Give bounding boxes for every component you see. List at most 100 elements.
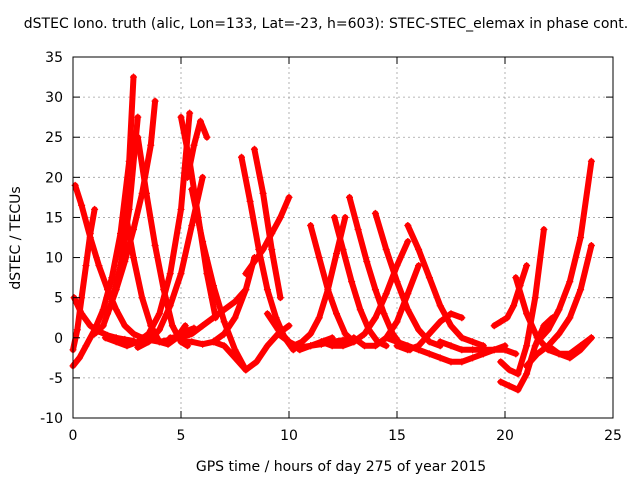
data-point — [268, 229, 276, 237]
data-point — [497, 378, 505, 386]
data-series — [497, 314, 557, 394]
data-series — [289, 213, 349, 350]
data-point — [354, 225, 362, 233]
data-point — [129, 254, 137, 262]
data-point — [404, 342, 412, 350]
data-point — [436, 338, 444, 346]
data-point — [75, 354, 83, 362]
data-point — [425, 338, 433, 346]
data-point — [345, 193, 353, 201]
data-point — [134, 113, 142, 121]
data-point — [246, 197, 254, 205]
data-point — [315, 254, 323, 262]
data-point — [199, 340, 207, 348]
data-point — [151, 242, 159, 250]
data-point — [123, 342, 131, 350]
data-point — [145, 338, 153, 346]
data-point — [544, 342, 552, 350]
y-tick-label: 15 — [45, 210, 63, 226]
data-point — [447, 322, 455, 330]
data-point — [512, 350, 520, 358]
data-point — [155, 338, 163, 346]
data-point — [510, 302, 518, 310]
data-point — [78, 201, 86, 209]
data-point — [333, 310, 341, 318]
data-point — [242, 286, 250, 294]
data-series — [188, 185, 250, 374]
data-point — [497, 318, 505, 326]
data-point — [339, 342, 347, 350]
data-point — [497, 358, 505, 366]
data-point — [361, 342, 369, 350]
data-point — [512, 274, 520, 282]
data-point — [155, 310, 163, 318]
data-point — [242, 366, 250, 374]
series-trace — [188, 186, 249, 373]
data-point — [250, 258, 258, 266]
data-point — [199, 322, 207, 330]
data-point — [196, 117, 204, 125]
data-point — [101, 334, 109, 342]
data-point — [425, 350, 433, 358]
data-point — [177, 205, 185, 213]
data-point — [469, 354, 477, 362]
data-point — [540, 225, 548, 233]
data-point — [112, 338, 120, 346]
data-point — [259, 246, 267, 254]
data-point — [382, 334, 390, 342]
data-point — [276, 294, 284, 302]
data-point — [404, 238, 412, 246]
data-point — [577, 346, 585, 354]
data-point — [183, 173, 191, 181]
data-point — [341, 330, 349, 338]
data-point — [242, 270, 250, 278]
data-point — [587, 334, 595, 342]
data-point — [393, 278, 401, 286]
data-point — [315, 314, 323, 322]
series-trace — [70, 206, 98, 353]
data-series — [250, 145, 284, 302]
data-point — [380, 310, 388, 318]
data-point — [166, 302, 174, 310]
data-point — [188, 338, 196, 346]
data-series — [183, 117, 211, 181]
data-point — [523, 370, 531, 378]
data-point — [177, 270, 185, 278]
data-point — [328, 342, 336, 350]
data-point — [587, 242, 595, 250]
data-point — [350, 334, 358, 342]
data-point — [220, 330, 228, 338]
data-series — [533, 157, 595, 346]
data-point — [209, 282, 217, 290]
data-point — [263, 286, 271, 294]
x-tick-label: 5 — [177, 428, 186, 444]
data-point — [190, 141, 198, 149]
data-point — [382, 342, 390, 350]
data-point — [134, 343, 142, 351]
data-series — [104, 97, 159, 318]
y-tick-label: 5 — [54, 291, 63, 307]
data-series — [436, 338, 520, 358]
data-point — [415, 326, 423, 334]
data-point — [166, 334, 174, 342]
data-point — [231, 298, 239, 306]
data-point — [514, 386, 522, 394]
series-trace — [307, 222, 357, 345]
data-point — [577, 234, 585, 241]
data-point — [566, 278, 574, 286]
data-point — [138, 294, 146, 302]
data-point — [533, 350, 541, 358]
data-point — [415, 346, 423, 354]
data-point — [523, 262, 531, 270]
data-point — [533, 338, 541, 346]
data-point — [285, 193, 293, 201]
y-axis-label: dSTEC / TECUs — [8, 186, 24, 289]
data-point — [523, 362, 531, 370]
x-tick-label: 15 — [388, 428, 406, 444]
data-point — [237, 153, 245, 161]
y-tick-label: -10 — [40, 411, 63, 427]
data-point — [458, 346, 466, 354]
data-point — [82, 342, 90, 350]
data-point — [425, 274, 433, 282]
data-point — [339, 246, 347, 254]
